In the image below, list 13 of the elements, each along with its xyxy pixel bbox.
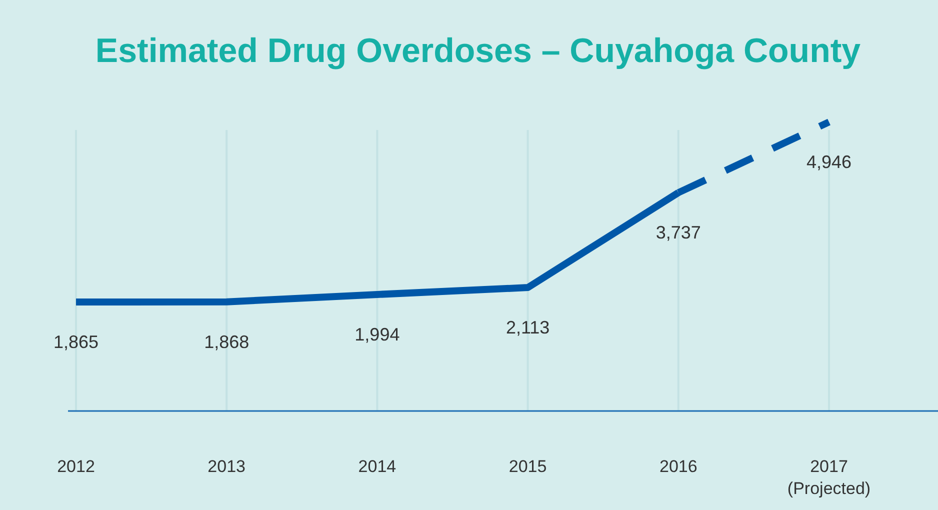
x-tick-label: 2012 bbox=[57, 457, 95, 476]
x-tick-label: 2014 bbox=[358, 457, 396, 476]
data-label: 1,994 bbox=[354, 324, 400, 344]
data-label: 4,946 bbox=[806, 152, 852, 172]
data-label: 2,113 bbox=[506, 318, 550, 338]
x-tick-label: 2013 bbox=[208, 457, 246, 476]
x-tick-label: 2015 bbox=[508, 457, 547, 476]
data-label: 3,737 bbox=[656, 222, 701, 243]
x-tick-label: 2016 bbox=[659, 457, 698, 476]
data-label: 1,868 bbox=[204, 332, 250, 352]
data-label: 1,865 bbox=[53, 332, 99, 352]
chart-title: Estimated Drug Overdoses – Cuyahoga County bbox=[95, 32, 861, 70]
x-tick-label: 2017 (Projected) bbox=[787, 457, 871, 498]
